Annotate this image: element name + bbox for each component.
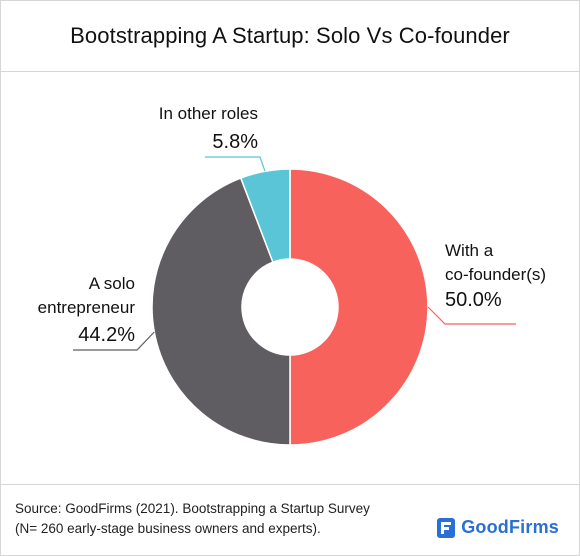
- slice-value-2: 5.8%: [212, 131, 258, 153]
- slice-0: [289, 168, 429, 446]
- slice-1: [151, 177, 291, 446]
- slice-2: [239, 168, 291, 264]
- slice-label-0-line-1: co-founder(s): [445, 265, 546, 284]
- brand-name: GoodFirms: [461, 517, 559, 537]
- chart-title: Bootstrapping A Startup: Solo Vs Co-foun…: [70, 23, 510, 48]
- footer: Source: GoodFirms (2021). Bootstrapping …: [1, 484, 579, 556]
- source-line-1: Source: GoodFirms (2021). Bootstrapping …: [15, 501, 370, 516]
- source-note: Source: GoodFirms (2021). Bootstrapping …: [15, 499, 370, 539]
- leader-line-2: [205, 156, 266, 172]
- slice-labels: With a co-founder(s) 50.0% A solo entreprene…: [38, 104, 546, 346]
- slice-value-0: 50.0%: [445, 289, 502, 311]
- slice-label-1-line-1: entrepreneur: [38, 298, 136, 317]
- leader-line-1: [73, 331, 155, 351]
- slice-label-1-line-0: A solo: [89, 274, 135, 293]
- goodfirms-logo-icon: [437, 517, 456, 538]
- slice-label-2-line-0: In other roles: [159, 104, 258, 123]
- slice-value-1: 44.2%: [78, 324, 135, 346]
- leader-lines: [73, 156, 516, 351]
- brand: GoodFirms: [437, 517, 559, 538]
- slice-label-0-line-0: With a: [445, 241, 494, 260]
- donut-chart: With a co-founder(s) 50.0% A solo entreprene…: [38, 104, 546, 446]
- donut-slices: [151, 168, 429, 446]
- source-line-2: (N= 260 early-stage business owners and …: [15, 521, 321, 536]
- title-bar: Bootstrapping A Startup: Solo Vs Co-foun…: [1, 1, 579, 72]
- leader-line-0: [427, 306, 516, 325]
